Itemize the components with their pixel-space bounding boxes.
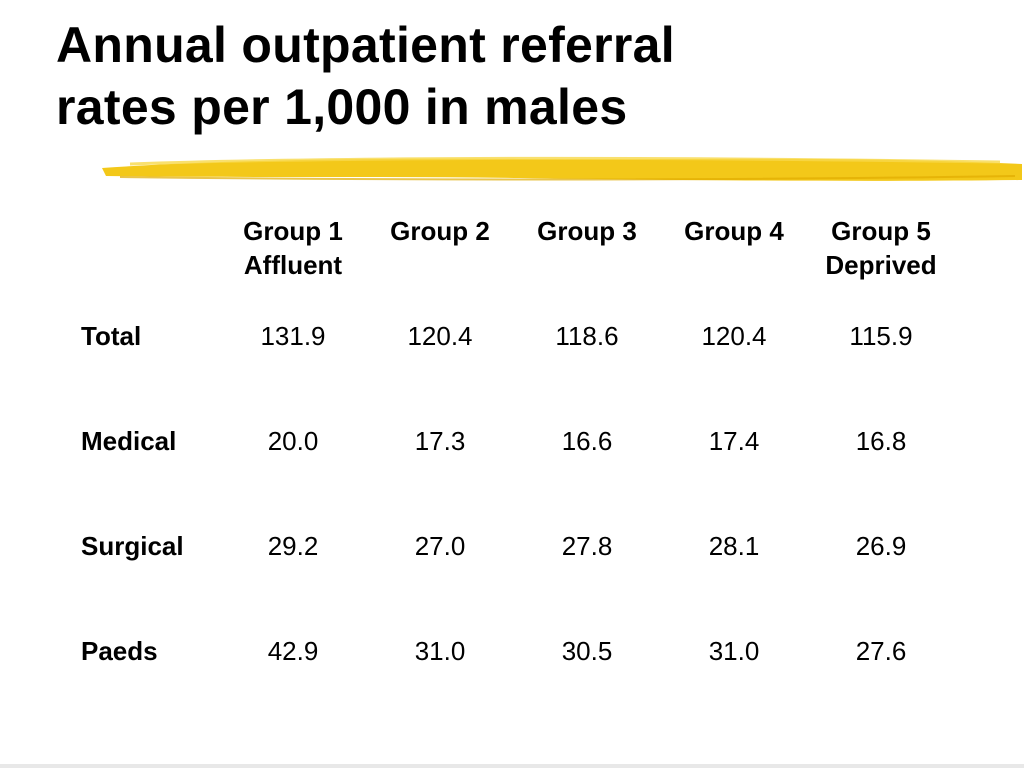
- column-header-group-4: Group 4: [684, 216, 784, 246]
- table-cell: 27.0: [414, 531, 466, 561]
- table-cell: 29.2: [267, 531, 319, 561]
- table-cell: 17.4: [708, 426, 760, 456]
- table-cell: 26.9: [855, 531, 907, 561]
- highlighter-stroke: [102, 156, 1022, 181]
- table-cell: 42.9: [267, 636, 319, 666]
- column-header-group-1: Group 1 Affluent: [243, 216, 343, 280]
- table-cell: 16.6: [561, 426, 613, 456]
- slide-title: Annual outpatient referral rates per 1,0…: [56, 17, 675, 135]
- table-cell: 27.8: [561, 531, 613, 561]
- table-cell: 16.8: [855, 426, 907, 456]
- column-header-group-5: Group 5 Deprived: [825, 216, 937, 280]
- row-label-paeds: Paeds: [81, 636, 158, 666]
- table-cell: 28.1: [708, 531, 760, 561]
- table-cell: 120.4: [701, 321, 767, 351]
- table-cell: 31.0: [414, 636, 466, 666]
- row-label-surgical: Surgical: [81, 531, 184, 561]
- table-cell: 131.9: [260, 321, 326, 351]
- row-label-medical: Medical: [81, 426, 177, 456]
- table-cell: 118.6: [555, 321, 619, 351]
- table-cell: 20.0: [267, 426, 319, 456]
- table-cell: 27.6: [855, 636, 907, 666]
- table-cell: 115.9: [849, 321, 913, 351]
- table-cell: 31.0: [708, 636, 760, 666]
- table-cell: 30.5: [561, 636, 613, 666]
- column-header-group-2: Group 2: [390, 216, 490, 246]
- row-label-total: Total: [81, 321, 142, 351]
- table-cell: 17.3: [414, 426, 466, 456]
- slide-bottom-edge: [0, 764, 1024, 768]
- table-cell: 120.4: [407, 321, 473, 351]
- column-header-group-3: Group 3: [537, 216, 637, 246]
